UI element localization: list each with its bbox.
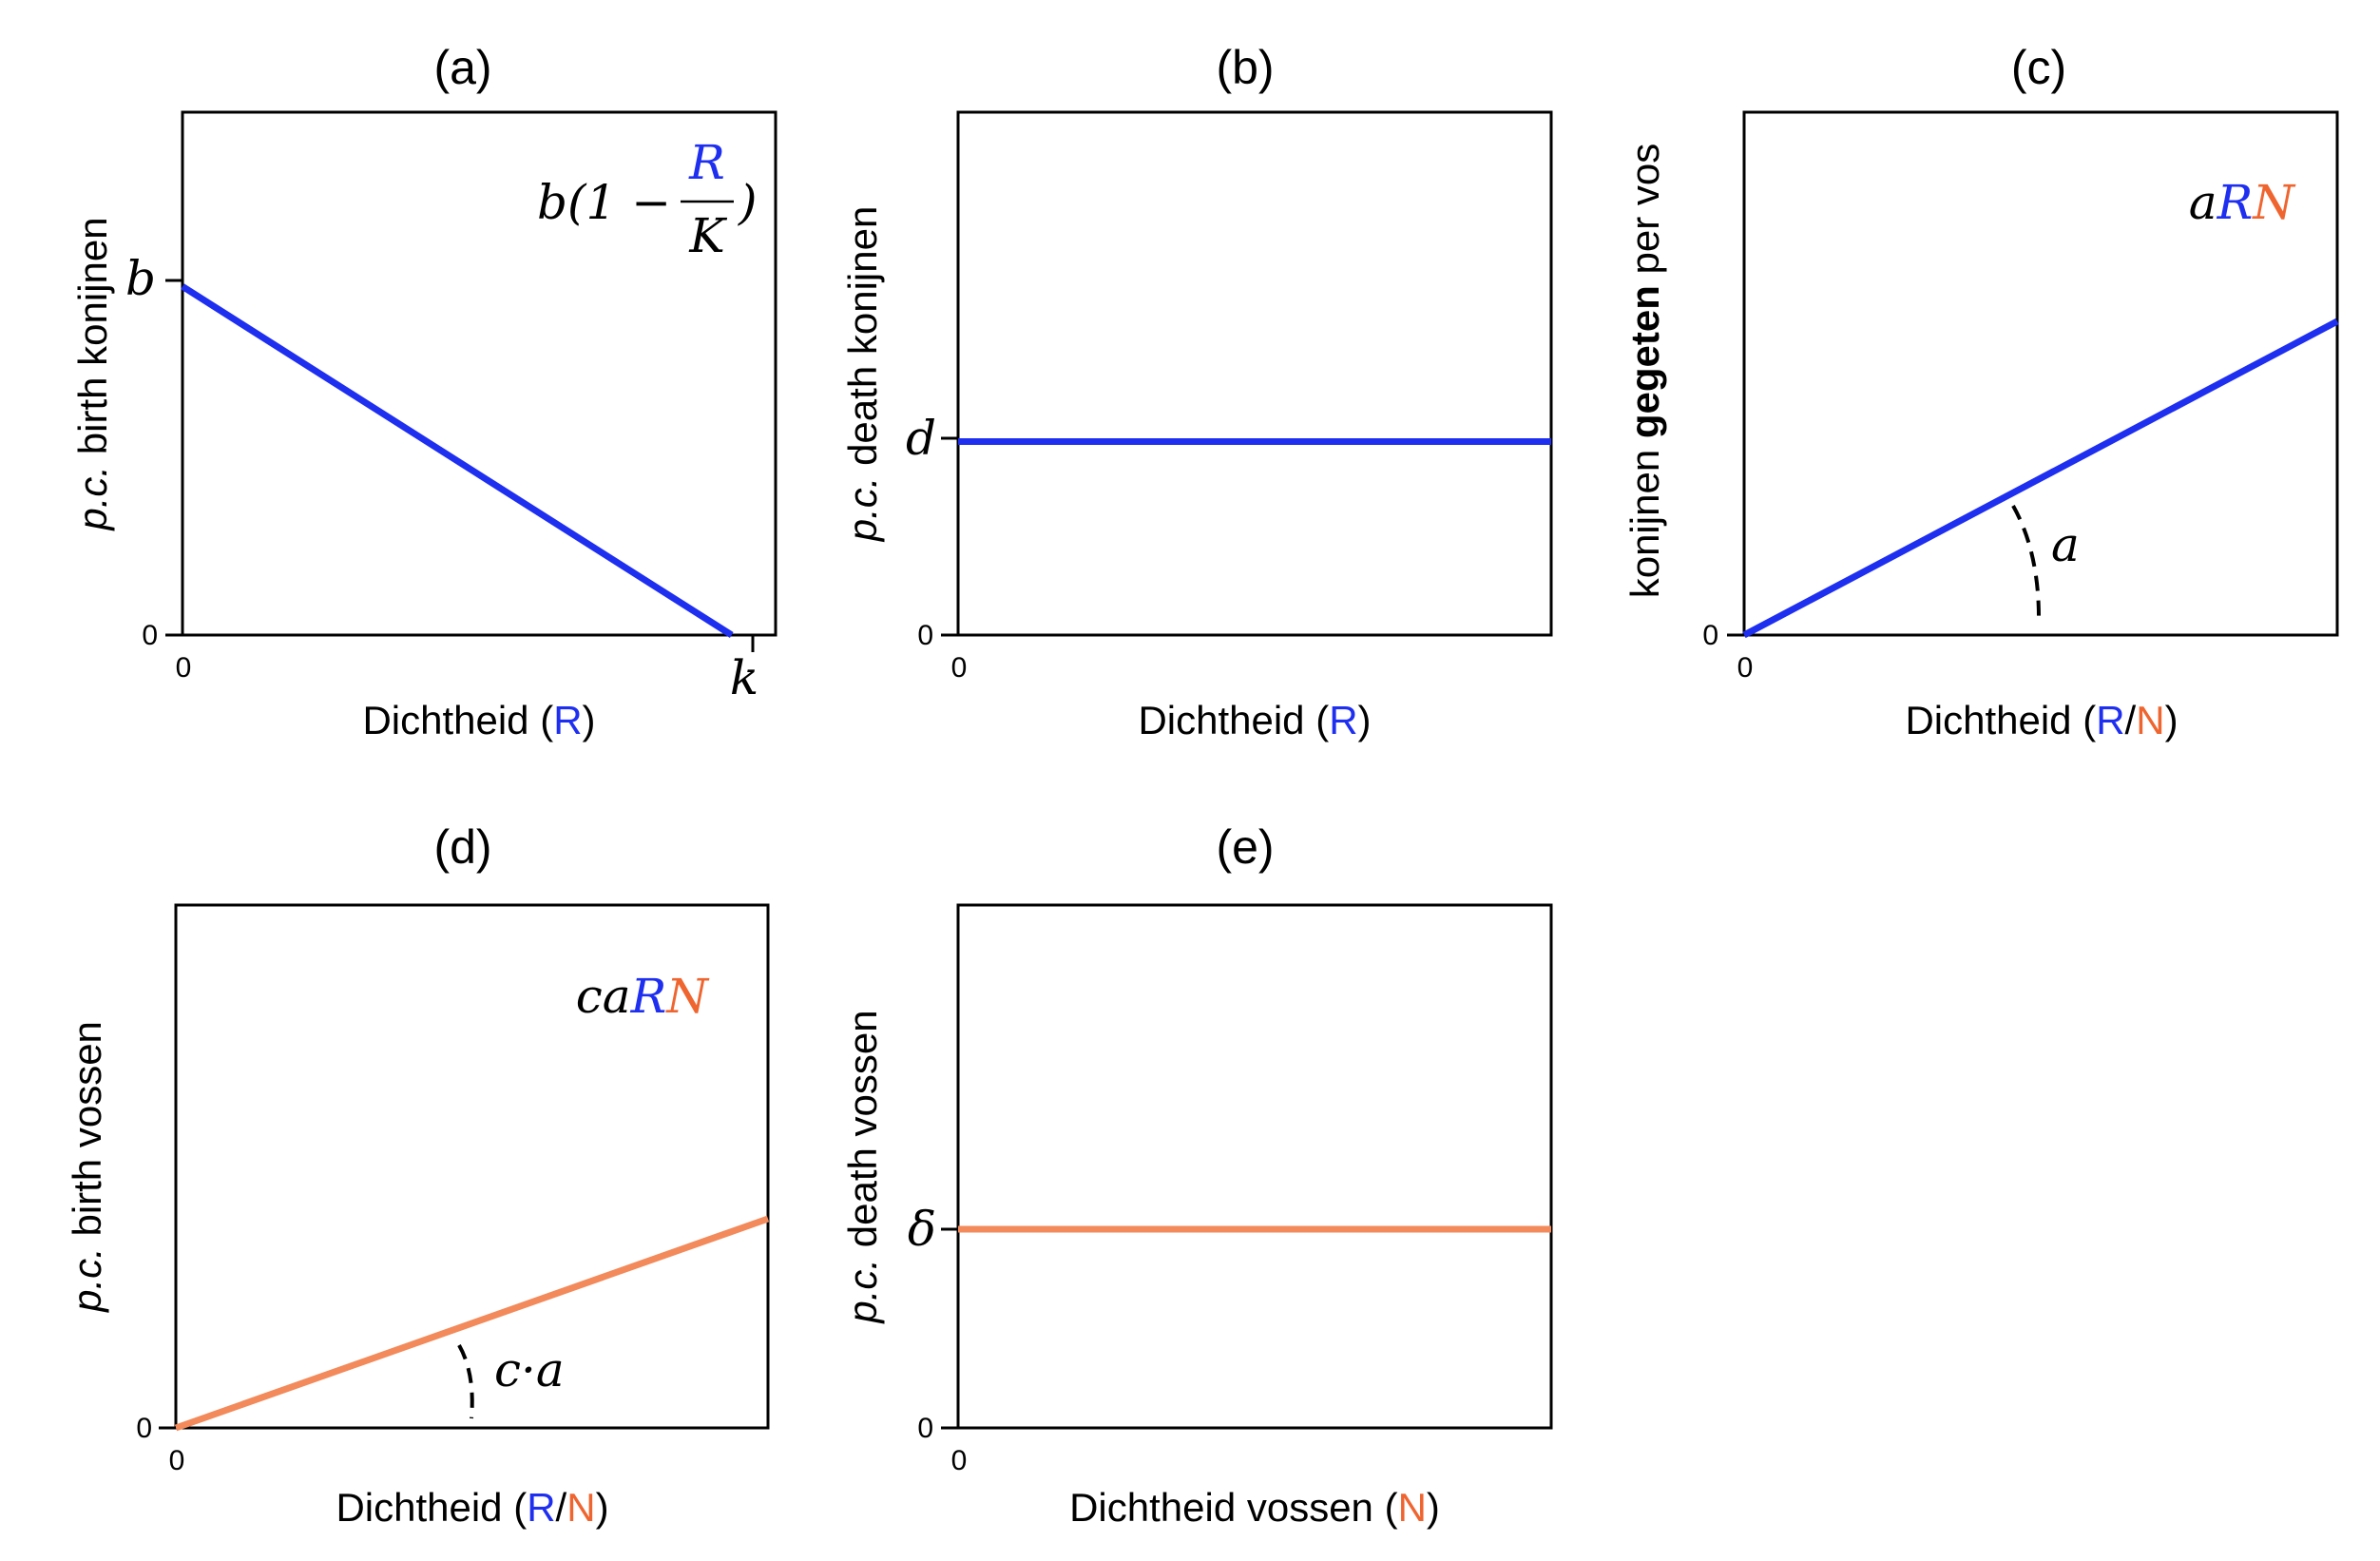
panel-d: (d) c·a 0 0 Dichtheid (R/N) p.c. birth v… bbox=[65, 820, 770, 1530]
panel-d-ytick-0: 0 bbox=[136, 1413, 152, 1444]
panel-e-ylabel-italic: p.c. bbox=[840, 1259, 885, 1325]
panel-a-xlabel-var: R bbox=[553, 698, 582, 742]
panel-a-xlabel: Dichtheid (R) bbox=[362, 698, 595, 742]
panel-e-title: (e) bbox=[1216, 820, 1274, 874]
panel-a-ytick-0: 0 bbox=[142, 620, 158, 651]
panel-d-slope-label: c·a bbox=[494, 1342, 565, 1397]
panel-b: (b) d 0 0 Dichtheid (R) p.c. death konij… bbox=[840, 41, 1553, 742]
panel-d-xlabel-sep: / bbox=[556, 1485, 567, 1530]
panel-d-formula-N: N bbox=[665, 969, 710, 1024]
panel-e-ylabel-rest: death vossen bbox=[840, 1010, 885, 1259]
panel-c: (c) a 0 0 Dichtheid (R/N) konijnen geget… bbox=[1622, 41, 2339, 742]
panel-c-formula-N: N bbox=[2252, 175, 2296, 230]
panel-a-xlabel-text: Dichtheid ( bbox=[362, 698, 553, 742]
panel-a-formula: b(1 − R K ) bbox=[537, 135, 758, 263]
panel-c-slope-arc bbox=[2011, 505, 2041, 619]
panel-a-formula-num: R bbox=[688, 135, 725, 190]
panel-d-xlabel-close: ) bbox=[596, 1485, 609, 1530]
panel-c-xlabel-close: ) bbox=[2165, 698, 2178, 742]
panel-d-xlabel-text: Dichtheid ( bbox=[336, 1485, 527, 1530]
panel-a-title: (a) bbox=[433, 41, 491, 94]
panel-c-formula-R: R bbox=[2217, 175, 2254, 230]
panel-c-xlabel-var2: N bbox=[2136, 698, 2164, 742]
panel-b-frame bbox=[956, 110, 1553, 637]
panel-e-ytick-delta: δ bbox=[908, 1202, 936, 1257]
panel-c-ytick-0: 0 bbox=[1702, 620, 1718, 651]
panel-a: (a) b 0 0 k Dichtheid (R) p.c. birth kon… bbox=[70, 41, 777, 742]
panel-d-birth-line bbox=[174, 1215, 770, 1432]
panel-a-ylabel: p.c. birth konijnen bbox=[70, 217, 115, 531]
panel-d-formula-ca: ca bbox=[576, 969, 631, 1024]
panel-a-birth-line bbox=[181, 283, 734, 638]
panel-c-eaten-line bbox=[1742, 318, 2339, 639]
panel-a-ylabel-rest: birth konijnen bbox=[70, 217, 115, 466]
panel-e-xlabel-text: Dichtheid vossen ( bbox=[1069, 1485, 1398, 1530]
panel-d-frame bbox=[174, 903, 770, 1430]
panel-b-ytick-d: d bbox=[906, 411, 936, 466]
panel-a-ytick-b: b bbox=[125, 251, 156, 306]
panel-a-xtick-0: 0 bbox=[176, 652, 192, 684]
panel-d-ylabel: p.c. birth vossen bbox=[65, 1021, 109, 1314]
panel-c-ylabel-pre: konijnen bbox=[1622, 438, 1667, 598]
panel-a-formula-pre: b(1 − bbox=[537, 175, 671, 230]
panel-e-ytick-0: 0 bbox=[917, 1413, 933, 1444]
panel-d-xtick-0: 0 bbox=[169, 1445, 185, 1476]
panel-d-xlabel-var2: N bbox=[566, 1485, 595, 1530]
panel-c-xlabel-sep: / bbox=[2125, 698, 2137, 742]
panel-b-title: (b) bbox=[1216, 41, 1274, 94]
panel-e-frame bbox=[956, 903, 1553, 1430]
panel-b-ytick-0: 0 bbox=[917, 620, 933, 651]
panel-d-xlabel-var1: R bbox=[527, 1485, 555, 1530]
panel-c-slope-label: a bbox=[2051, 517, 2080, 572]
panel-c-ylabel-post: per vos bbox=[1622, 144, 1667, 285]
panel-d-ylabel-italic: p.c. bbox=[65, 1247, 109, 1314]
panel-b-xtick-0: 0 bbox=[951, 652, 968, 684]
panel-b-xlabel-var: R bbox=[1329, 698, 1357, 742]
panel-c-xtick-0: 0 bbox=[1737, 652, 1754, 684]
panel-e-xtick-0: 0 bbox=[951, 1445, 968, 1476]
panel-b-xlabel-close: ) bbox=[1358, 698, 1372, 742]
panel-c-title: (c) bbox=[2011, 41, 2066, 94]
panel-c-ylabel: konijnen gegeten per vos bbox=[1622, 144, 1667, 599]
panel-e: (e) δ 0 0 Dichtheid vossen (N) p.c. deat… bbox=[840, 820, 1553, 1530]
panel-b-ylabel-italic: p.c. bbox=[840, 477, 885, 544]
panel-d-xlabel: Dichtheid (R/N) bbox=[336, 1485, 608, 1530]
panel-b-ylabel-rest: death konijnen bbox=[840, 206, 885, 477]
panel-a-frame bbox=[181, 110, 777, 637]
panel-d-slope-arc bbox=[457, 1344, 474, 1419]
panel-a-formula-post: ) bbox=[738, 175, 758, 230]
panel-d-formula: caRN bbox=[576, 969, 710, 1024]
panel-c-ylabel-bold: gegeten bbox=[1622, 285, 1667, 438]
panel-c-xlabel: Dichtheid (R/N) bbox=[1905, 698, 2178, 742]
panel-b-ylabel: p.c. death konijnen bbox=[840, 206, 885, 544]
panel-c-xlabel-text: Dichtheid ( bbox=[1905, 698, 2096, 742]
panel-d-ylabel-rest: birth vossen bbox=[65, 1021, 109, 1247]
panel-c-formula: aRN bbox=[2189, 175, 2296, 230]
panel-e-xlabel-var: N bbox=[1398, 1485, 1427, 1530]
panel-a-xtick-k: k bbox=[730, 650, 758, 705]
panel-a-xlabel-close: ) bbox=[583, 698, 596, 742]
panel-c-frame bbox=[1742, 110, 2339, 637]
panel-a-formula-den: K bbox=[688, 208, 727, 263]
panel-e-xlabel: Dichtheid vossen (N) bbox=[1069, 1485, 1440, 1530]
panel-a-ylabel-italic: p.c. bbox=[70, 466, 115, 532]
panel-b-xlabel: Dichtheid (R) bbox=[1138, 698, 1371, 742]
panel-d-title: (d) bbox=[433, 820, 491, 874]
panel-c-xlabel-var1: R bbox=[2096, 698, 2124, 742]
panel-b-xlabel-text: Dichtheid ( bbox=[1138, 698, 1329, 742]
panel-e-xlabel-close: ) bbox=[1427, 1485, 1440, 1530]
panel-d-formula-R: R bbox=[630, 969, 667, 1024]
panel-c-formula-a: a bbox=[2189, 175, 2217, 230]
panel-e-ylabel: p.c. death vossen bbox=[840, 1010, 885, 1324]
